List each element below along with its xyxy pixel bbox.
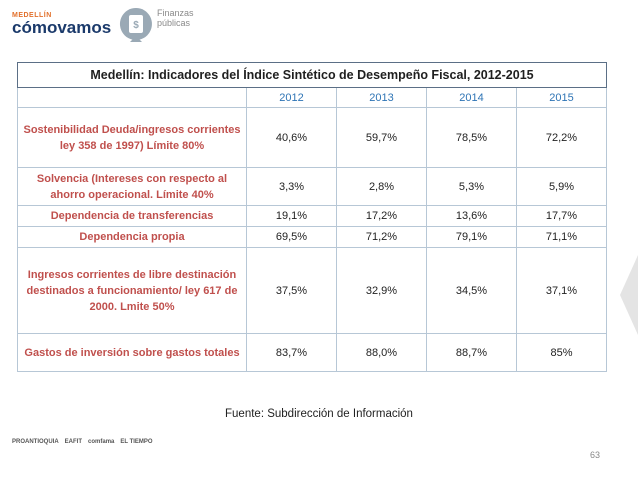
section-label: Finanzas públicas <box>157 8 194 28</box>
table-row: Dependencia propia 69,5% 71,2% 79,1% 71,1% <box>17 226 608 248</box>
cell: 37,5% <box>246 247 337 334</box>
sponsor-logos: PROANTIOQUIA EAFIT comfama EL TIEMPO <box>12 437 192 448</box>
sponsor: EL TIEMPO <box>120 439 153 445</box>
cell: 17,7% <box>515 205 608 227</box>
cell: 88,7% <box>425 333 517 372</box>
cell: 37,1% <box>515 247 608 334</box>
cell: 85% <box>515 333 608 372</box>
brand-logo: MEDELLÍN cómovamos <box>12 12 111 36</box>
sponsor: PROANTIOQUIA <box>12 439 59 445</box>
row-label: Solvencia (Intereses con respecto al aho… <box>17 167 247 206</box>
column-header <box>17 87 247 108</box>
table-row: Dependencia de transferencias 19,1% 17,2% 1… <box>17 205 608 227</box>
cell: 5,9% <box>515 167 608 206</box>
sponsor: comfama <box>88 439 115 445</box>
cell: 71,1% <box>515 226 608 248</box>
cell: 5,3% <box>425 167 517 206</box>
cell: 19,1% <box>246 205 337 227</box>
row-label: Gastos de inversión sobre gastos totales <box>17 333 247 372</box>
sponsor: EAFIT <box>64 439 83 445</box>
row-label: Ingresos corrientes de libre destinación… <box>17 247 247 334</box>
cell: 78,5% <box>425 107 517 168</box>
cell: 40,6% <box>246 107 337 168</box>
cell: 2,8% <box>335 167 427 206</box>
header-row: 2012 2013 2014 2015 <box>17 87 608 108</box>
cell: 83,7% <box>246 333 337 372</box>
cell: 32,9% <box>335 247 427 334</box>
cell: 3,3% <box>246 167 337 206</box>
column-header: 2015 <box>515 87 608 108</box>
cell: 13,6% <box>425 205 517 227</box>
cell: 34,5% <box>425 247 517 334</box>
title-row: Medellín: Indicadores del Índice Sintéti… <box>17 62 607 88</box>
decoration <box>620 255 638 335</box>
data-table: Medellín: Indicadores del Índice Sintéti… <box>17 62 608 372</box>
table-title: Medellín: Indicadores del Índice Sintéti… <box>17 62 607 88</box>
cell: 17,2% <box>335 205 427 227</box>
column-header: 2012 <box>246 87 337 108</box>
cell: 72,2% <box>515 107 608 168</box>
cell: 69,5% <box>246 226 337 248</box>
table-row: Solvencia (Intereses con respecto al aho… <box>17 167 608 206</box>
table-row: Sostenibilidad Deuda/ingresos corrientes… <box>17 107 608 168</box>
cell: 79,1% <box>425 226 517 248</box>
page-number: 63 <box>590 450 601 460</box>
row-label: Dependencia de transferencias <box>17 205 247 227</box>
brand-name: cómovamos <box>12 18 112 37</box>
cell: 71,2% <box>335 226 427 248</box>
svg-text:$: $ <box>133 20 139 31</box>
section-icon: $ <box>119 8 152 42</box>
column-header: 2013 <box>335 87 427 108</box>
row-label: Dependencia propia <box>17 226 247 248</box>
row-label: Sostenibilidad Deuda/ingresos corrientes… <box>17 107 247 168</box>
source-note: Fuente: Subdirección de Información <box>225 408 413 420</box>
table-row: Gastos de inversión sobre gastos totales… <box>17 333 608 372</box>
cell: 59,7% <box>335 107 427 168</box>
brand-small: MEDELLÍN <box>12 12 52 19</box>
column-header: 2014 <box>425 87 517 108</box>
cell: 88,0% <box>335 333 427 372</box>
table-row: Ingresos corrientes de libre destinación… <box>17 247 608 334</box>
